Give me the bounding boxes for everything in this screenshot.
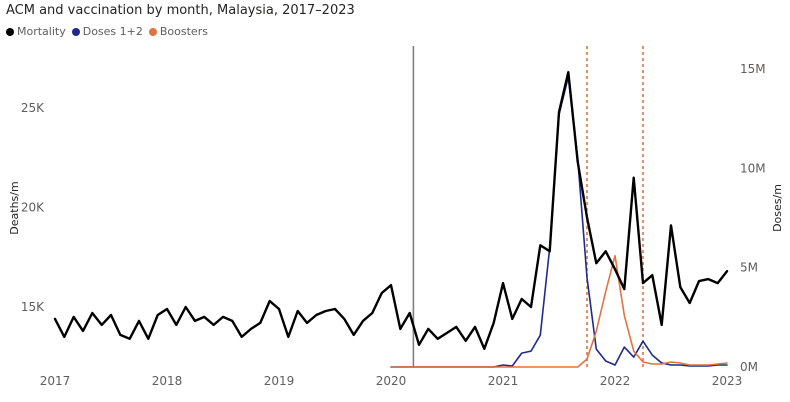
- reference-lines: [412, 46, 644, 367]
- y-left-tick-15K: 15K: [21, 300, 45, 314]
- y-left-tick-20K: 20K: [21, 201, 45, 215]
- y-right-tick-10M: 10M: [740, 161, 766, 175]
- legend-item-mortality[interactable]: Mortality: [6, 25, 66, 38]
- y-axis-left-title: Deaths/m: [8, 181, 21, 234]
- legend-dot-mortality: [6, 27, 14, 36]
- y-left-tick-25K: 25K: [21, 101, 45, 115]
- y-right-tick-15M: 15M: [740, 62, 766, 76]
- y-right-tick-5M: 5M: [740, 261, 758, 275]
- x-tick-2019: 2019: [264, 374, 295, 388]
- legend-item-boosters[interactable]: Boosters: [148, 25, 208, 38]
- x-tick-2017: 2017: [40, 374, 71, 388]
- legend-label-mortality: Mortality: [17, 25, 66, 38]
- legend-label-boosters: Boosters: [159, 25, 208, 38]
- y-axis-left: 15K 20K 25K: [21, 101, 45, 314]
- x-tick-2023: 2023: [712, 374, 743, 388]
- series-line-doses-1-2[interactable]: [390, 76, 728, 368]
- series-line-mortality[interactable]: [53, 70, 729, 350]
- legend-label-doses: Doses 1+2: [82, 25, 143, 38]
- y-axis-right-title: Doses/m: [771, 184, 784, 232]
- legend-item-doses[interactable]: Doses 1+2: [71, 25, 143, 38]
- legend-dot-doses: [71, 27, 80, 36]
- x-tick-2018: 2018: [152, 374, 183, 388]
- series-line-boosters[interactable]: [390, 254, 728, 368]
- y-right-tick-0M: 0M: [740, 360, 758, 374]
- legend-dot-boosters: [148, 27, 157, 36]
- y-axis-right: 0M 5M 10M 15M: [740, 62, 766, 374]
- chart-title: ACM and vaccination by month, Malaysia, …: [6, 3, 355, 18]
- x-tick-2022: 2022: [600, 374, 631, 388]
- x-tick-2020: 2020: [376, 374, 407, 388]
- x-axis: 2017 2018 2019 2020 2021 2022 2023: [40, 374, 743, 388]
- legend: Mortality Doses 1+2 Boosters: [6, 25, 214, 38]
- x-tick-2021: 2021: [488, 374, 519, 388]
- series-layer: [53, 70, 729, 368]
